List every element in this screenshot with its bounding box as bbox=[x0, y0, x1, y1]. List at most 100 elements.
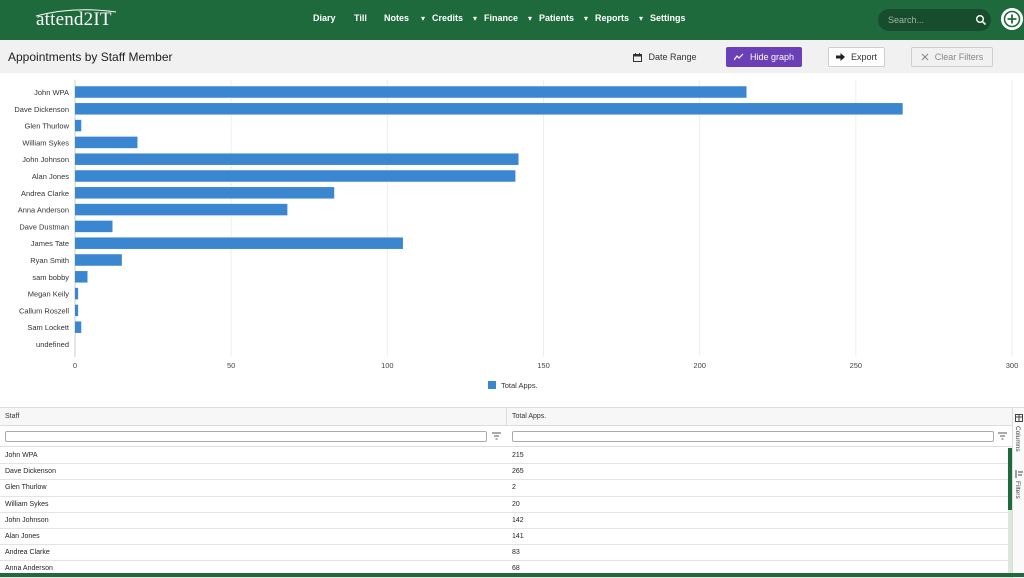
columns-tab[interactable]: Columns bbox=[1014, 426, 1021, 452]
chart-line-icon bbox=[733, 53, 744, 61]
staff-cell: John Johnson bbox=[5, 516, 49, 524]
bar[interactable] bbox=[75, 153, 519, 165]
bar[interactable] bbox=[75, 170, 516, 182]
total-apps-cell: 68 bbox=[512, 565, 520, 573]
total-apps-cell: 215 bbox=[512, 452, 524, 459]
y-category-label: James Tate bbox=[31, 239, 69, 248]
search-box[interactable] bbox=[878, 9, 991, 31]
x-tick-label: 100 bbox=[381, 361, 394, 370]
y-category-label: Glen Thurlow bbox=[25, 122, 70, 131]
logo-swoosh-icon bbox=[35, 9, 117, 17]
y-category-label: Andrea Clarke bbox=[21, 189, 69, 198]
y-category-label: Dave Dickenson bbox=[14, 105, 69, 114]
y-category-label: William Sykes bbox=[22, 138, 69, 147]
report-toolbar: Appointments by Staff Member Date Range … bbox=[0, 40, 1024, 73]
bar[interactable] bbox=[75, 119, 82, 132]
table-row[interactable]: Glen Thurlow 2 bbox=[0, 480, 1008, 497]
table-row[interactable]: Andrea Clarke 83 bbox=[0, 545, 1008, 562]
table-row[interactable]: John Johnson 142 bbox=[0, 513, 1008, 529]
y-category-label: sam bobby bbox=[32, 273, 69, 282]
plus-circle-icon[interactable] bbox=[1001, 8, 1023, 30]
nav-item-credits[interactable]: Credits bbox=[421, 13, 463, 23]
staff-cell: John WPA bbox=[5, 452, 38, 459]
appointments-bar-chart: 0 50 100 150 200 250 300 John WPA Dave Dickenson… bbox=[14, 80, 1019, 390]
vertical-scrollbar-track[interactable] bbox=[1008, 448, 1012, 578]
column-header-staff[interactable]: Staff bbox=[5, 413, 20, 420]
filters-tab[interactable]: Filters bbox=[1014, 481, 1021, 499]
total-apps-cell: 83 bbox=[512, 549, 520, 557]
total-apps-cell: 20 bbox=[512, 500, 520, 508]
bar[interactable] bbox=[75, 187, 335, 199]
total-apps-cell: 2 bbox=[512, 484, 516, 492]
bar[interactable] bbox=[75, 321, 82, 333]
top-navbar: attend2IT Diary Till Notes Credits Finance Pa… bbox=[0, 0, 1024, 40]
x-tick-label: 50 bbox=[227, 361, 235, 370]
staff-cell: Anna Anderson bbox=[5, 565, 53, 573]
staff-cell: Dave Dickenson bbox=[5, 468, 56, 476]
export-label: Export bbox=[850, 52, 877, 62]
bottom-scrollbar[interactable] bbox=[0, 573, 1024, 577]
grid-header: Staff Total Apps. bbox=[0, 408, 1012, 426]
bar[interactable] bbox=[75, 271, 88, 283]
grid-side-panel: Columns Filters bbox=[1012, 408, 1024, 578]
x-tick-label: 150 bbox=[537, 361, 550, 370]
y-category-label: Ryan Smith bbox=[30, 256, 69, 265]
filter-row bbox=[0, 427, 1012, 447]
staff-cell: Glen Thurlow bbox=[5, 484, 47, 492]
date-range-button[interactable]: Date Range bbox=[625, 47, 705, 67]
nav-item-finance[interactable]: Finance bbox=[473, 13, 518, 23]
y-category-label: undefined bbox=[36, 340, 69, 349]
nav-item-settings[interactable]: Settings bbox=[639, 13, 686, 23]
total-apps-cell: 265 bbox=[512, 468, 524, 476]
search-input[interactable] bbox=[888, 12, 968, 28]
nav-item-till[interactable]: Till bbox=[354, 13, 367, 23]
y-category-label: Dave Dustman bbox=[19, 222, 69, 231]
bar[interactable] bbox=[75, 86, 747, 98]
nav-item-diary[interactable]: Diary bbox=[313, 13, 336, 23]
hide-graph-button[interactable]: Hide graph bbox=[726, 47, 802, 67]
bar[interactable] bbox=[75, 254, 122, 266]
table-row[interactable]: John WPA 215 bbox=[0, 448, 1008, 465]
bar[interactable] bbox=[75, 136, 138, 149]
column-divider[interactable] bbox=[506, 408, 507, 426]
table-row[interactable]: Alan Jones 141 bbox=[0, 529, 1008, 546]
nav-item-reports[interactable]: Reports bbox=[584, 13, 629, 23]
bar[interactable] bbox=[75, 203, 288, 216]
calendar-icon bbox=[633, 52, 643, 62]
filter-icon[interactable] bbox=[1015, 470, 1023, 478]
nav-item-notes[interactable]: Notes bbox=[384, 13, 410, 23]
y-category-label: Megan Keily bbox=[28, 290, 70, 299]
legend-swatch bbox=[488, 381, 496, 389]
bar[interactable] bbox=[75, 304, 79, 317]
export-button[interactable]: Export bbox=[828, 47, 885, 67]
table-row[interactable]: William Sykes 20 bbox=[0, 497, 1008, 513]
grid-rows: John WPA 215 Dave Dickenson 265 Glen Thurlow… bbox=[0, 448, 1008, 578]
arrow-right-icon bbox=[835, 53, 845, 61]
columns-icon[interactable] bbox=[1015, 414, 1023, 422]
hide-graph-label: Hide graph bbox=[749, 52, 795, 62]
staff-filter-input[interactable] bbox=[5, 431, 487, 442]
legend-label: Total Apps. bbox=[501, 381, 538, 390]
total-apps-filter-input[interactable] bbox=[512, 431, 994, 442]
clear-filters-label: Clear Filters bbox=[934, 52, 984, 62]
bar[interactable] bbox=[75, 103, 903, 115]
clear-filters-button[interactable]: Clear Filters bbox=[911, 47, 993, 67]
column-header-total-apps[interactable]: Total Apps. bbox=[512, 413, 547, 420]
filter-icon[interactable] bbox=[492, 432, 501, 440]
filter-icon[interactable] bbox=[998, 432, 1007, 440]
nav-item-patients[interactable]: Patients bbox=[528, 13, 574, 23]
vertical-scrollbar-thumb[interactable] bbox=[1008, 448, 1012, 510]
search-icon[interactable] bbox=[975, 14, 987, 26]
x-tick-label: 300 bbox=[1006, 361, 1019, 370]
app-logo[interactable]: attend2IT bbox=[36, 9, 112, 30]
bar[interactable] bbox=[75, 287, 79, 300]
y-category-label: Anna Anderson bbox=[18, 206, 69, 215]
table-row[interactable]: Dave Dickenson 265 bbox=[0, 464, 1008, 481]
bar[interactable] bbox=[75, 220, 113, 233]
x-tick-label: 0 bbox=[73, 361, 77, 370]
x-tick-label: 200 bbox=[693, 361, 706, 370]
bar[interactable] bbox=[75, 237, 403, 249]
chart-legend[interactable]: Total Apps. bbox=[488, 381, 538, 390]
x-tick-label: 250 bbox=[850, 361, 863, 370]
page-title: Appointments by Staff Member bbox=[8, 50, 173, 64]
